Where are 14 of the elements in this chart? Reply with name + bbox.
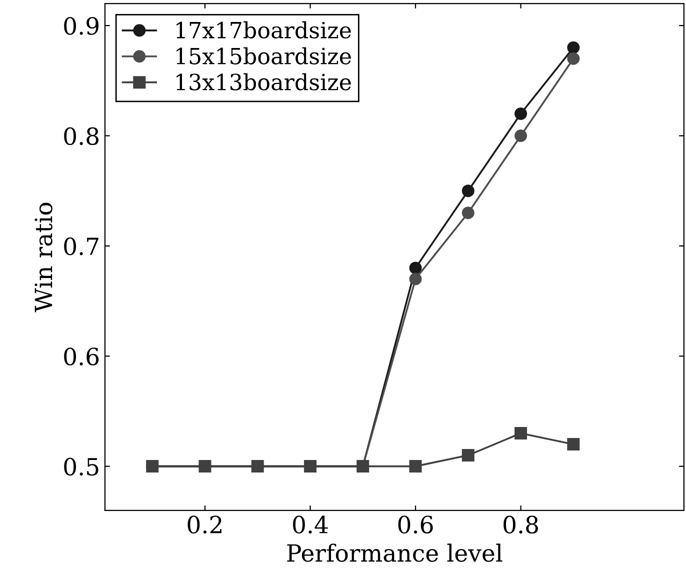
y-tick-label: 0.6 [64, 348, 99, 366]
y-tick-label: 0.5 [64, 458, 98, 476]
y-tick-label: 0.8 [64, 127, 99, 146]
legend-label: 17x17boardsize [176, 21, 351, 39]
x-axis-title: Performance level [287, 544, 502, 562]
x-tick-label: 0.2 [188, 516, 222, 534]
y-tick-label: 0.9 [64, 17, 99, 35]
y-tick-label: 0.7 [64, 237, 98, 256]
legend-label: 15x15boardsize [176, 47, 351, 64]
x-tick-label: 0.6 [398, 516, 433, 534]
x-tick-label: 0.8 [504, 516, 538, 534]
legend-label: 13x13boardsize [176, 73, 351, 90]
y-axis-title: Win ratio [34, 202, 52, 312]
x-tick-label: 0.4 [293, 516, 328, 534]
